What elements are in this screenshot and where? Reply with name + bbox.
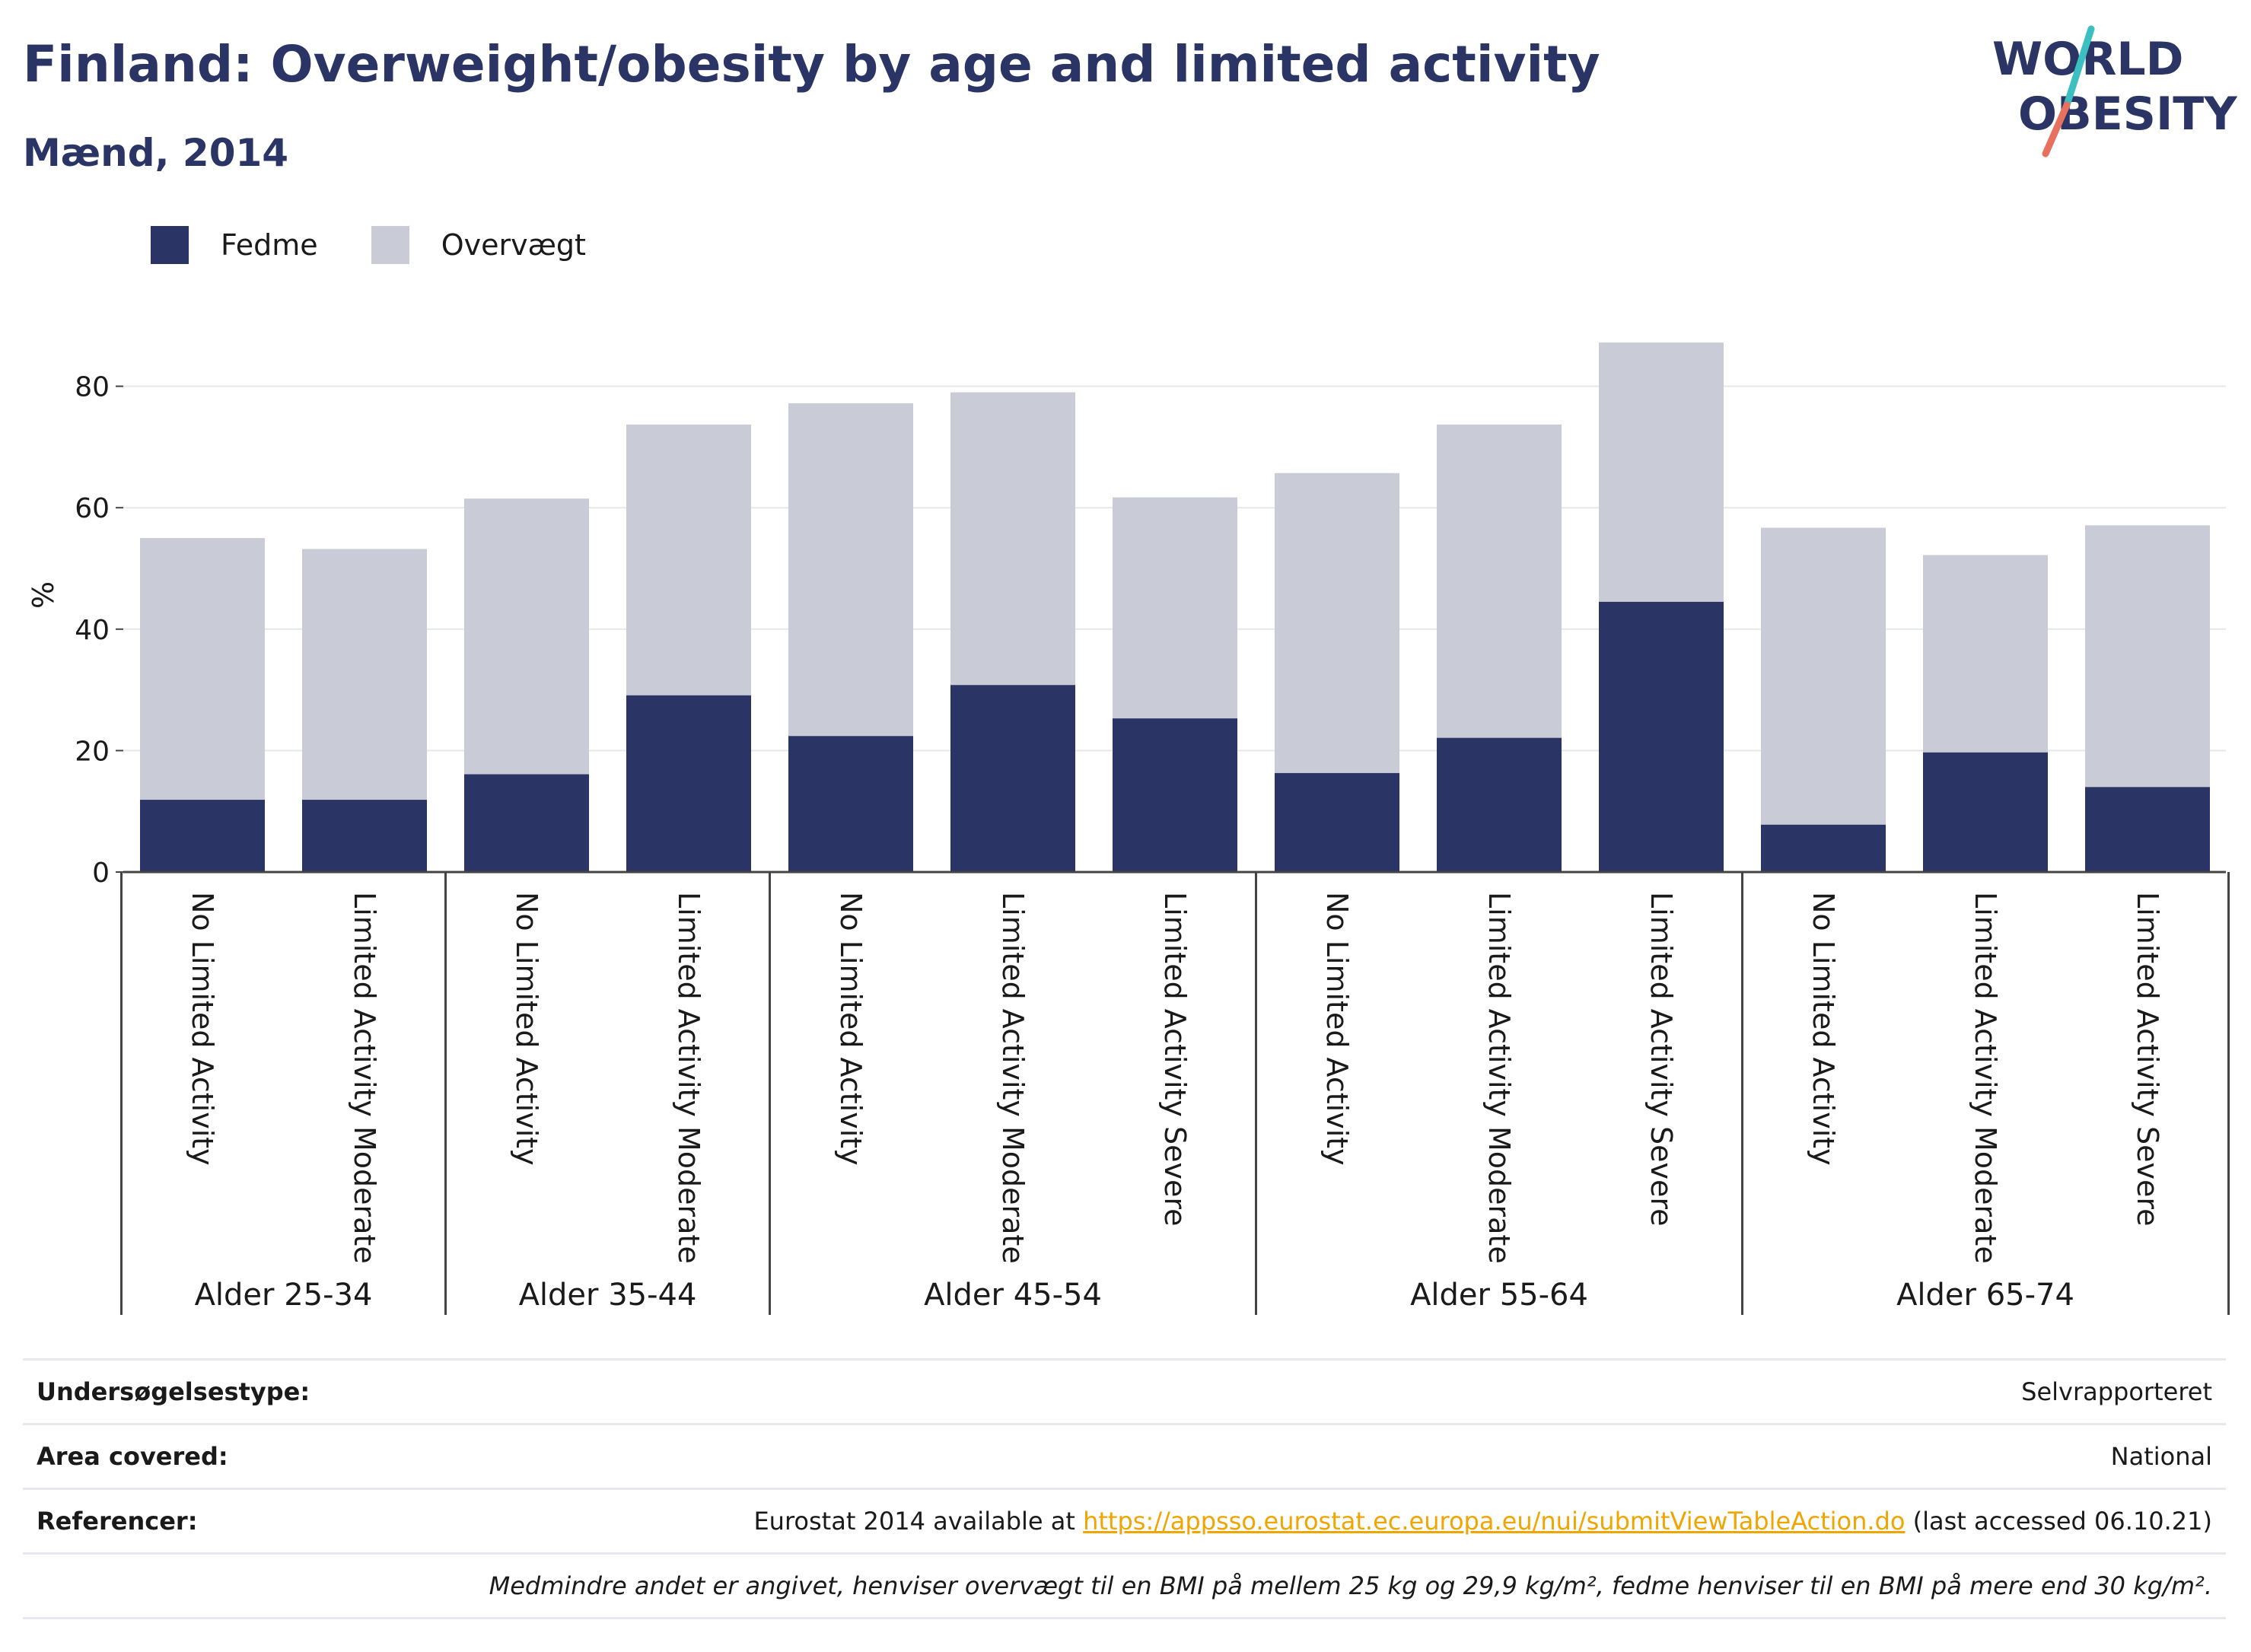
category-label: No Limited Activity (510, 892, 543, 1166)
bar-overvaegt (302, 549, 427, 801)
legend-item-overvaegt: Overvægt (371, 226, 586, 264)
references-suffix: (last accessed 06.10.21) (1905, 1507, 2212, 1536)
bar-fedme (464, 774, 589, 872)
stacked-bar-chart: 0 20 40 60 80% No Limited Activity Limited Act… (27, 342, 2230, 1315)
bar-fedme (1761, 824, 1886, 872)
bar-overvaegt (1599, 342, 1724, 602)
bar-overvaegt (1437, 424, 1562, 738)
references-prefix: Eurostat 2014 available at (753, 1507, 1084, 1536)
bar-fedme (1923, 752, 2048, 872)
group-label: Alder 55-64 (1410, 1278, 1588, 1313)
survey-type-value: Selvrapporteret (2021, 1377, 2212, 1406)
definition-note: Medmindre andet er angivet, henviser ove… (489, 1571, 2212, 1600)
area-label: Area covered: (37, 1442, 228, 1471)
references-row: Referencer: Eurostat 2014 available at h… (23, 1488, 2226, 1552)
area-row: Area covered: National (23, 1423, 2226, 1488)
category-label: Limited Activity Moderate (996, 892, 1030, 1264)
bar-fedme (788, 736, 913, 872)
bar-overvaegt (2085, 525, 2210, 788)
y-tick-label: 80 (75, 372, 110, 403)
references-link[interactable]: https://appsso.eurostat.ec.europa.eu/nui… (1083, 1507, 1906, 1536)
logo-slash-top (2063, 25, 2095, 109)
bar-overvaegt (1923, 555, 2048, 753)
survey-type-label: Undersøgelsestype: (37, 1377, 310, 1406)
bar-fedme (1113, 718, 1237, 872)
y-tick-label: 20 (75, 736, 110, 767)
bar-overvaegt (140, 538, 265, 801)
y-tick-label: 0 (92, 858, 110, 889)
references-value: Eurostat 2014 available at https://appss… (753, 1507, 2212, 1536)
bar-overvaegt (1275, 473, 1399, 773)
bar-overvaegt (464, 498, 589, 775)
y-tick-label: 40 (75, 615, 110, 646)
category-label: Limited Activity Severe (1644, 892, 1678, 1227)
category-label: No Limited Activity (1320, 892, 1354, 1166)
y-axis-label: % (27, 581, 60, 609)
group-label: Alder 35-44 (519, 1278, 697, 1313)
legend-swatch-fedme (151, 226, 189, 264)
note-row: Medmindre andet er angivet, henviser ove… (23, 1552, 2226, 1619)
bar-overvaegt (788, 403, 913, 737)
group-label: Alder 25-34 (195, 1278, 373, 1313)
info-table: Undersøgelsestype: Selvrapporteret Area … (23, 1358, 2226, 1619)
y-tick-label: 60 (75, 493, 110, 524)
chart-title: Finland: Overweight/obesity by age and l… (23, 35, 1600, 94)
category-label: No Limited Activity (834, 892, 868, 1166)
chart-subtitle: Mænd, 2014 (23, 131, 289, 175)
bar-fedme (1599, 601, 1724, 872)
category-label: Limited Activity Severe (1158, 892, 1192, 1227)
bar-fedme (626, 695, 751, 872)
bar-fedme (1275, 772, 1399, 872)
chart-legend: Fedme Overvægt (151, 225, 639, 265)
category-label: Limited Activity Severe (2131, 892, 2164, 1227)
category-label: Limited Activity Moderate (1969, 892, 2002, 1264)
bar-overvaegt (1761, 527, 1886, 825)
bar-overvaegt (626, 424, 751, 695)
legend-item-fedme: Fedme (151, 226, 318, 264)
bar-fedme (950, 685, 1075, 872)
category-label: Limited Activity Moderate (1482, 892, 1516, 1264)
legend-label-fedme: Fedme (221, 228, 318, 262)
bar-overvaegt (1113, 497, 1237, 719)
world-obesity-logo: WORLD OBESITY (1992, 25, 2237, 158)
group-label: Alder 65-74 (1896, 1278, 2074, 1313)
bar-fedme (140, 800, 265, 872)
category-label: Limited Activity Moderate (348, 892, 381, 1264)
legend-swatch-overvaegt (371, 226, 409, 264)
legend-label-overvaegt: Overvægt (441, 228, 586, 262)
bar-fedme (302, 800, 427, 872)
logo-slash-bottom (2042, 101, 2071, 158)
group-label: Alder 45-54 (924, 1278, 1102, 1313)
bar-overvaegt (950, 392, 1075, 686)
category-label: Limited Activity Moderate (672, 892, 705, 1264)
category-label: No Limited Activity (1807, 892, 1840, 1166)
bar-fedme (2085, 787, 2210, 872)
survey-type-row: Undersøgelsestype: Selvrapporteret (23, 1358, 2226, 1423)
area-value: National (2110, 1442, 2212, 1471)
bar-fedme (1437, 737, 1562, 872)
references-label: Referencer: (37, 1507, 198, 1536)
category-label: No Limited Activity (186, 892, 219, 1166)
